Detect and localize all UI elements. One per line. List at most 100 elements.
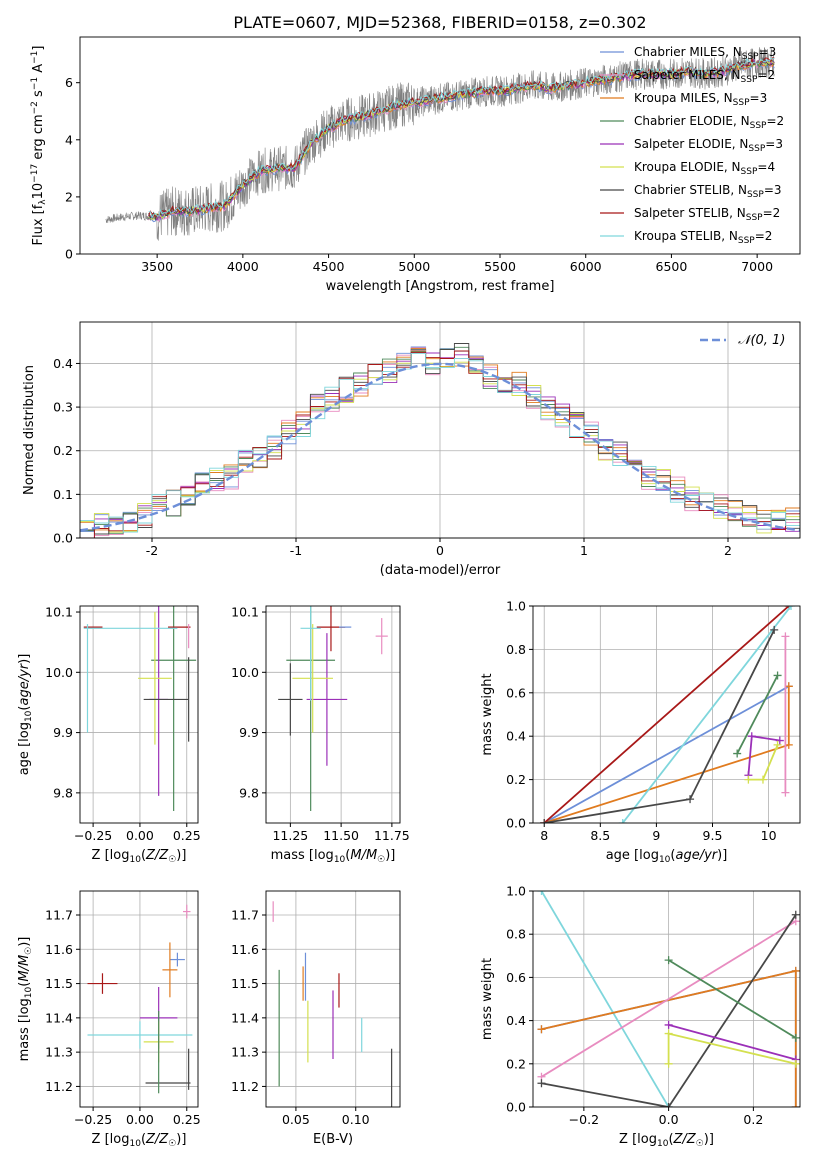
y-tick-label: 11.5 <box>45 976 73 991</box>
x-tick-label: 11.75 <box>374 828 410 843</box>
cumulative-marker <box>664 956 673 965</box>
y-tick-label: 11.2 <box>231 1079 259 1094</box>
x-tick-label: 0.0 <box>659 1112 679 1127</box>
cumulative-marker <box>773 740 782 749</box>
cumulative-marker <box>664 1103 673 1107</box>
axes-frame <box>265 605 401 824</box>
cumulative-marker <box>791 1103 800 1107</box>
cumulative-line <box>668 959 797 1039</box>
y-tick-label: 10.0 <box>45 665 73 680</box>
y-axis-label: Normed distribution <box>22 365 37 495</box>
cumulative-marker <box>747 732 756 741</box>
y-tick-label: 11.7 <box>231 908 259 923</box>
y-tick-label: 9.9 <box>239 725 259 740</box>
y-tick-label: 0.2 <box>506 772 526 787</box>
x-tick-label: −0.2 <box>569 1112 599 1127</box>
legend-entry: Kroupa STELIB, NSSP=2 <box>634 229 772 246</box>
y-tick-label: 0.2 <box>506 1056 526 1071</box>
x-tick-label: 4500 <box>313 259 345 274</box>
cumulative-line <box>621 606 792 823</box>
y-tick-label: 0.4 <box>53 356 73 371</box>
y-axis-label: mass weight <box>480 958 495 1040</box>
y-tick-label: 10.1 <box>45 605 73 620</box>
x-tick-label: 0 <box>436 543 444 558</box>
x-axis-label: Z [log10(Z/Z☉)] <box>92 848 187 865</box>
x-axis-label: (data-model)/error <box>380 563 501 578</box>
figure-title: PLATE=0607, MJD=52368, FIBERID=0158, z=0… <box>233 13 646 32</box>
legend-entry: Salpeter MILES, NSSP=2 <box>634 68 775 85</box>
histogram-step <box>80 350 800 538</box>
histogram-step <box>80 352 800 533</box>
cumulative-marker <box>773 671 782 680</box>
y-tick-label: 10.0 <box>231 665 259 680</box>
z-age-panel: −0.25 0.00 0.25 9.8 9.9 10.0 10.1 Z [log10(Z/Z☉… <box>17 605 201 865</box>
y-axis-label: age [log10(age/yr)] <box>17 654 34 776</box>
x-axis-label: E(B-V) <box>313 1132 353 1147</box>
z-massweight-panel: −0.2 0.0 0.2 0.0 0.2 0.4 0.6 0.8 1.0 Z [log10(Z/Z… <box>480 884 801 1149</box>
y-tick-label: 11.4 <box>231 1010 259 1025</box>
cumulative-marker <box>770 625 779 634</box>
legend-entry: Chabrier ELODIE, NSSP=2 <box>634 114 784 131</box>
x-tick-label: 0.10 <box>342 1112 370 1127</box>
y-tick-label: 0.6 <box>506 685 526 700</box>
y-tick-label: 0.0 <box>506 1100 526 1115</box>
x-tick-label: 10 <box>761 828 777 843</box>
x-tick-label: 0.05 <box>282 1112 310 1127</box>
cumulative-marker <box>791 1059 800 1068</box>
mass-age-points <box>278 606 388 811</box>
x-tick-label: 6000 <box>570 259 602 274</box>
panels: 3500 4000 4500 5000 5500 6000 6500 7000 0 2 4 6 wave… <box>17 36 801 1149</box>
x-axis-label: wavelength [Angstrom, rest frame] <box>326 279 555 294</box>
y-tick-label: 0.2 <box>53 443 73 458</box>
cumulative-marker <box>618 819 627 823</box>
cumulative-marker <box>733 749 742 758</box>
model-line <box>148 57 775 219</box>
model-line <box>148 57 775 217</box>
legend-entry: Chabrier STELIB, NSSP=3 <box>634 183 782 200</box>
y-tick-label: 0.3 <box>53 400 73 415</box>
x-axis-label: mass [log10(M/M☉)] <box>271 848 396 865</box>
y-tick-label: 9.8 <box>239 785 259 800</box>
cumulative-line <box>668 1024 797 1061</box>
x-tick-label: 0.00 <box>126 828 154 843</box>
cumulative-line <box>667 1032 797 1065</box>
legend-entry: Chabrier MILES, NSSP=3 <box>634 45 776 62</box>
axes-frame <box>79 36 801 255</box>
y-tick-label: 0.4 <box>506 729 526 744</box>
axes-frame <box>79 890 199 1108</box>
y-tick-label: 11.5 <box>231 976 259 991</box>
x-tick-label: 11.50 <box>323 828 359 843</box>
y-tick-label: 1.0 <box>506 599 526 614</box>
spectrum-legend: Chabrier MILES, NSSP=3 Salpeter MILES, NS… <box>600 45 784 246</box>
z-age-points <box>83 606 197 811</box>
histogram-step <box>80 343 800 535</box>
cumulative-marker <box>758 775 767 784</box>
y-axis-label: Flux [fλ10−17 erg cm−2 s−1 A−1] <box>30 46 48 246</box>
x-axis-label: Z [log10(Z/Z☉)] <box>619 1132 714 1149</box>
x-tick-label: 9 <box>652 828 660 843</box>
cumulative-marker <box>791 910 800 919</box>
y-tick-label: 0.1 <box>53 487 73 502</box>
y-axis-label: mass [log10(M/M☉)] <box>17 937 34 1062</box>
y-tick-label: 10.1 <box>231 605 259 620</box>
cumulative-marker <box>781 788 790 797</box>
cumulative-marker <box>664 1059 673 1068</box>
mass-age-panel: 11.25 11.50 11.75 9.8 9.9 10.0 10.1 mass [log10… <box>231 605 410 865</box>
axes-frame <box>79 605 199 824</box>
y-tick-label: 9.8 <box>53 785 73 800</box>
residual-panel: -2 -1 0 1 2 0.0 0.1 0.2 0.3 0.4 (data-model)/error… <box>22 321 801 578</box>
y-tick-label: 2 <box>65 189 73 204</box>
x-tick-label: 1 <box>580 543 588 558</box>
x-tick-label: 11.25 <box>272 828 308 843</box>
cumulative-marker <box>781 632 790 641</box>
y-tick-label: 11.6 <box>45 942 73 957</box>
legend-entry: 𝒩(0, 1) <box>738 333 785 348</box>
z-massweight-lines <box>537 891 800 1107</box>
ebv-mass-panel: 0.05 0.10 11.2 11.3 11.4 11.5 11.6 11.7 E(B-V) <box>231 890 401 1147</box>
x-tick-label: 4000 <box>227 259 259 274</box>
cumulative-line <box>543 685 790 823</box>
y-tick-label: 9.9 <box>53 725 73 740</box>
axes-frame <box>532 605 801 824</box>
y-tick-label: 11.3 <box>231 1045 259 1060</box>
x-tick-label: 5000 <box>398 259 430 274</box>
